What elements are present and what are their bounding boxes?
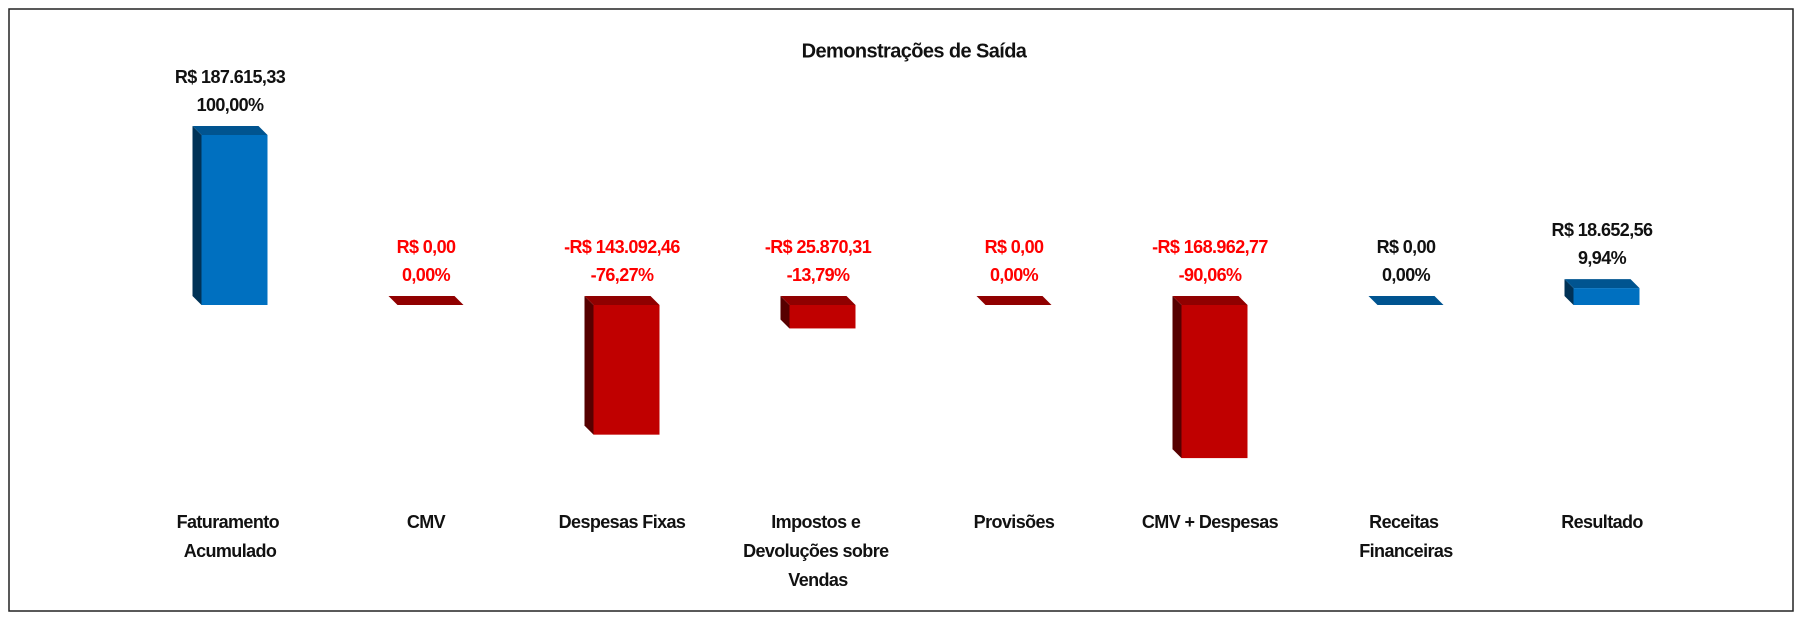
bar bbox=[1564, 279, 1640, 305]
bar bbox=[780, 296, 856, 329]
percent-label: 9,94% bbox=[1578, 248, 1627, 268]
bar-top bbox=[1564, 279, 1640, 289]
bar-front bbox=[201, 135, 268, 305]
bar-front bbox=[1181, 305, 1248, 459]
bar-top bbox=[192, 126, 268, 135]
value-label: R$ 187.615,33 bbox=[175, 67, 286, 87]
bar bbox=[192, 126, 268, 305]
bar-top bbox=[388, 296, 464, 305]
percent-label: -13,79% bbox=[787, 265, 850, 285]
bar-top bbox=[1368, 296, 1444, 305]
x-tick-label: Provisões bbox=[974, 512, 1055, 532]
percent-label: -90,06% bbox=[1179, 265, 1242, 285]
bar-front bbox=[789, 305, 856, 329]
value-label: R$ 0,00 bbox=[397, 237, 456, 257]
x-tick-label: Despesas Fixas bbox=[559, 512, 686, 532]
bar-top bbox=[1172, 296, 1248, 305]
value-label: R$ 0,00 bbox=[1377, 237, 1436, 257]
bar-side bbox=[192, 126, 202, 305]
chart-title: Demonstrações de Saída bbox=[802, 40, 1028, 62]
percent-label: 0,00% bbox=[1382, 265, 1431, 285]
percent-label: 0,00% bbox=[990, 265, 1039, 285]
value-label: R$ 0,00 bbox=[985, 237, 1044, 257]
value-label: -R$ 168.962,77 bbox=[1152, 237, 1268, 257]
chart-frame bbox=[8, 8, 1794, 612]
x-tick-label: Faturamento Acumulado bbox=[177, 512, 284, 561]
bar-front bbox=[593, 305, 660, 435]
value-label: -R$ 25.870,31 bbox=[765, 237, 872, 257]
bar bbox=[388, 296, 464, 305]
bar-top bbox=[780, 296, 856, 305]
bar bbox=[584, 296, 660, 435]
bar-front bbox=[1573, 288, 1640, 305]
x-tick-label: Resultado bbox=[1561, 512, 1643, 532]
x-tick-label: CMV bbox=[407, 512, 446, 532]
bar bbox=[976, 296, 1052, 305]
x-tick-label: Impostos e Devoluções sobre Vendas bbox=[743, 512, 893, 590]
bar-side bbox=[780, 296, 790, 329]
value-label: R$ 18.652,56 bbox=[1552, 220, 1653, 240]
x-tick-label: Receitas Financeiras bbox=[1359, 512, 1453, 561]
bar-top bbox=[976, 296, 1052, 305]
bar-side bbox=[584, 296, 594, 435]
value-label: -R$ 143.092,46 bbox=[564, 237, 680, 257]
percent-label: 0,00% bbox=[402, 265, 451, 285]
bar bbox=[1368, 296, 1444, 305]
percent-label: 100,00% bbox=[197, 95, 264, 115]
bar-side bbox=[1564, 279, 1574, 305]
bar-top bbox=[584, 296, 660, 305]
bar bbox=[1172, 296, 1248, 459]
bar-side bbox=[1172, 296, 1182, 459]
percent-label: -76,27% bbox=[591, 265, 654, 285]
x-tick-label: CMV + Despesas bbox=[1142, 512, 1279, 532]
